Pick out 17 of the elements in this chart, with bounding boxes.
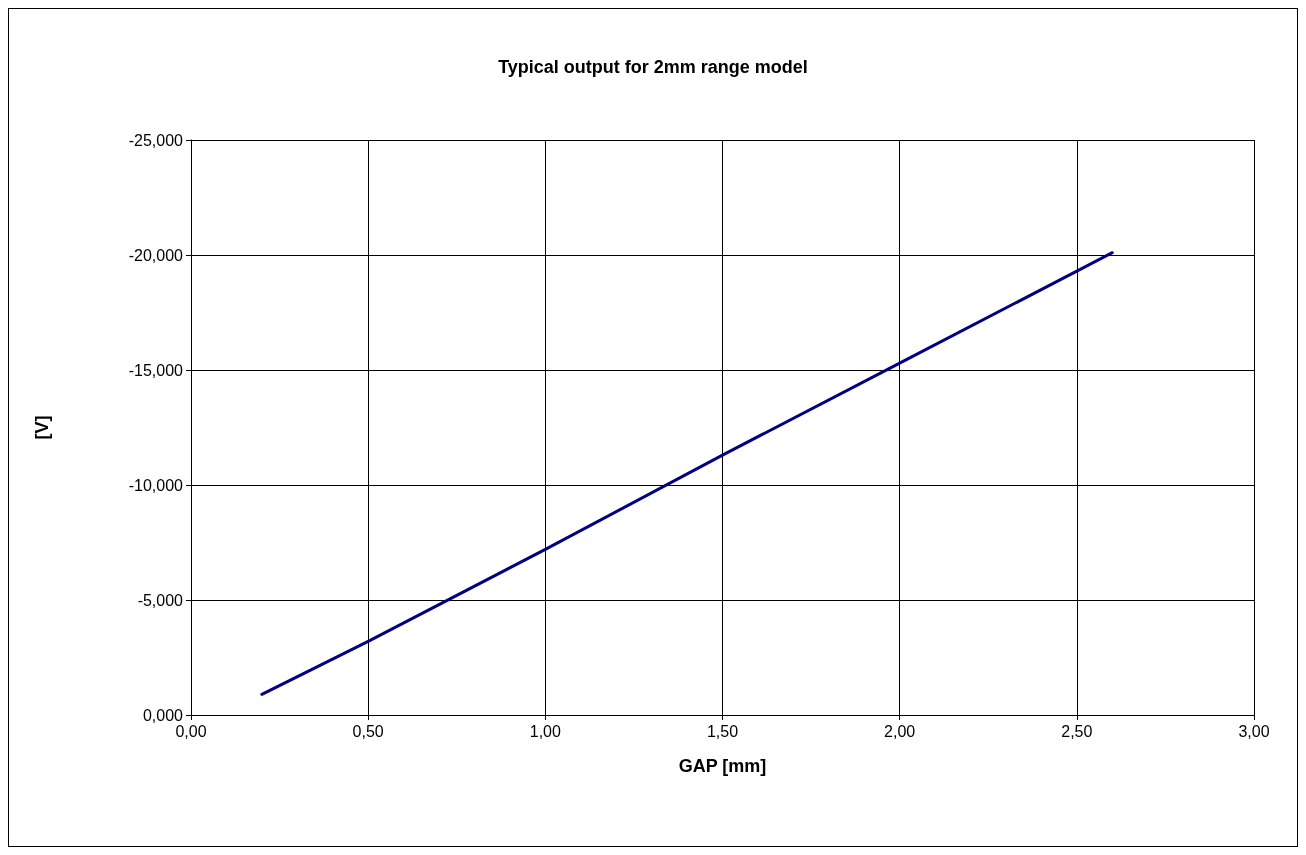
y-tick-label: -5,000 <box>137 591 184 609</box>
x-tick-label: 2,50 <box>1061 722 1093 740</box>
y-tick-label: -25,000 <box>128 131 184 149</box>
x-tick-label: 3,00 <box>1238 722 1270 740</box>
x-tick-label: 1,50 <box>706 722 739 740</box>
line-series <box>260 251 1114 696</box>
y-axis-title: [V] <box>32 415 52 440</box>
x-tick-label: 2,00 <box>884 722 916 740</box>
x-axis-title: GAP [mm] <box>678 756 767 776</box>
y-tick-label: -10,000 <box>128 476 184 494</box>
x-tick-label: 1,00 <box>529 722 562 740</box>
y-tick-label: -20,000 <box>128 246 184 264</box>
x-tick-label: 0,50 <box>352 722 384 740</box>
y-tick-label: -15,000 <box>128 361 184 379</box>
x-tick-label: 0,00 <box>175 722 207 740</box>
chart-title: Typical output for 2mm range model <box>498 57 808 77</box>
y-tick-label: 0,000 <box>142 706 184 724</box>
